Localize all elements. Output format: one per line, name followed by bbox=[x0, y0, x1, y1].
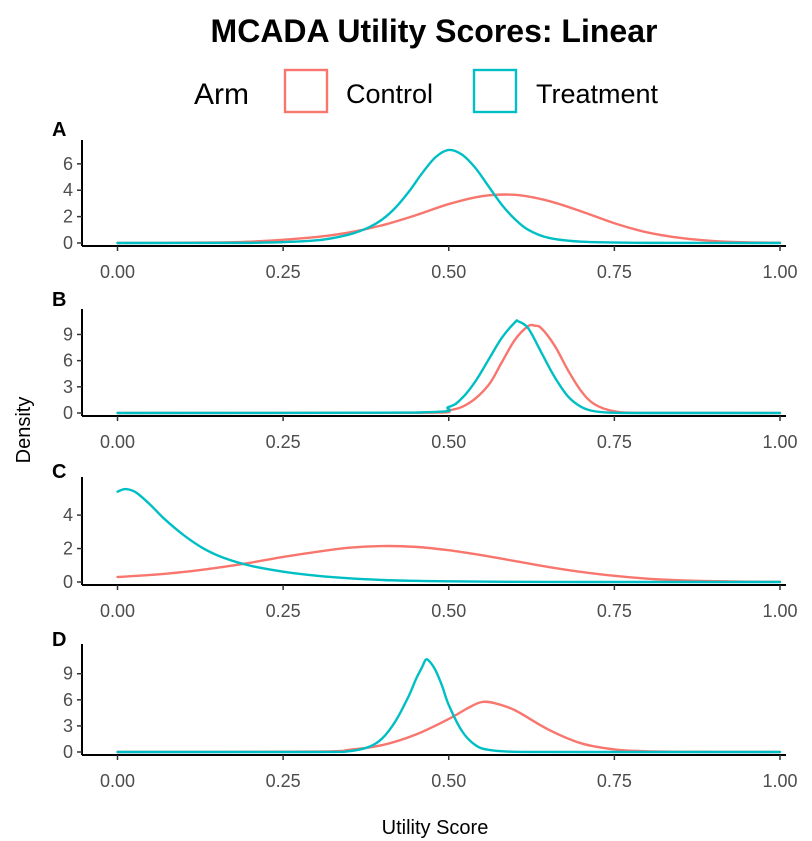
y-tick-label: 4 bbox=[63, 180, 73, 200]
x-tick-label: 0.75 bbox=[597, 432, 632, 452]
density-curve-treatment bbox=[116, 658, 782, 754]
x-tick-label: 0.25 bbox=[266, 771, 301, 791]
panel-d: D 0 3 6 9 0.00 0.25 0.50 0.75 1.00 bbox=[52, 629, 798, 791]
y-tick-label: 0 bbox=[63, 572, 73, 592]
y-axis-title: Density bbox=[13, 397, 35, 464]
y-tick-label: 9 bbox=[63, 324, 73, 344]
density-curve-control bbox=[116, 193, 782, 245]
x-tick-label: 1.00 bbox=[762, 262, 797, 282]
legend-key-treatment bbox=[472, 68, 518, 114]
density-curve-treatment bbox=[116, 319, 782, 415]
chart-title: MCADA Utility Scores: Linear bbox=[211, 13, 658, 49]
y-tick-label: 6 bbox=[63, 690, 73, 710]
panel-tag: A bbox=[52, 119, 66, 141]
x-tick-label: 0.50 bbox=[431, 262, 466, 282]
y-tick-label: 0 bbox=[63, 233, 73, 253]
x-axis-title: Utility Score bbox=[382, 817, 489, 839]
y-tick-label: 0 bbox=[63, 742, 73, 762]
x-tick-label: 0.50 bbox=[431, 601, 466, 621]
x-tick-label: 0.00 bbox=[100, 432, 135, 452]
panel-b: B 0 3 6 9 0.00 0.25 0.50 0.75 1.00 bbox=[52, 289, 798, 452]
x-tick-label: 0.25 bbox=[266, 432, 301, 452]
density-curve-control bbox=[116, 323, 782, 415]
panel-tag: D bbox=[52, 629, 66, 651]
panel-c: C 0 2 4 0.00 0.25 0.50 0.75 1.00 bbox=[52, 461, 798, 621]
legend: Arm Control Treatment bbox=[194, 68, 659, 114]
x-tick-label: 1.00 bbox=[762, 771, 797, 791]
y-tick-label: 6 bbox=[63, 154, 73, 174]
density-curve-control bbox=[116, 700, 782, 754]
y-tick-label: 6 bbox=[63, 351, 73, 371]
x-tick-label: 0.75 bbox=[597, 262, 632, 282]
x-tick-label: 0.25 bbox=[266, 262, 301, 282]
y-tick-label: 4 bbox=[63, 505, 73, 525]
density-curve-control bbox=[116, 544, 782, 584]
x-tick-label: 0.00 bbox=[100, 601, 135, 621]
panel-tag: B bbox=[52, 289, 66, 311]
x-tick-label: 0.50 bbox=[431, 771, 466, 791]
y-tick-label: 3 bbox=[63, 716, 73, 736]
y-tick-label: 2 bbox=[63, 539, 73, 559]
legend-key-control bbox=[283, 68, 329, 114]
panel-tag: C bbox=[52, 461, 66, 483]
legend-label-treatment: Treatment bbox=[536, 79, 659, 109]
x-tick-label: 0.75 bbox=[597, 771, 632, 791]
panels: A 0 2 4 6 0.00 0.25 0.50 0.75 1.00 B 0 3 6 9 0.00 0.25 0.… bbox=[52, 119, 798, 791]
legend-title: Arm bbox=[194, 78, 249, 111]
x-tick-label: 0.50 bbox=[431, 432, 466, 452]
x-tick-label: 0.25 bbox=[266, 601, 301, 621]
x-tick-label: 0.75 bbox=[597, 601, 632, 621]
x-tick-label: 0.00 bbox=[100, 771, 135, 791]
y-tick-label: 0 bbox=[63, 403, 73, 423]
x-tick-label: 1.00 bbox=[762, 432, 797, 452]
panel-a: A 0 2 4 6 0.00 0.25 0.50 0.75 1.00 bbox=[52, 119, 798, 282]
legend-label-control: Control bbox=[346, 79, 433, 109]
density-curve-treatment bbox=[116, 148, 782, 245]
x-tick-label: 0.00 bbox=[100, 262, 135, 282]
y-tick-label: 3 bbox=[63, 377, 73, 397]
density-curve-treatment bbox=[116, 487, 782, 584]
y-tick-label: 9 bbox=[63, 664, 73, 684]
x-tick-label: 1.00 bbox=[762, 601, 797, 621]
y-tick-label: 2 bbox=[63, 207, 73, 227]
